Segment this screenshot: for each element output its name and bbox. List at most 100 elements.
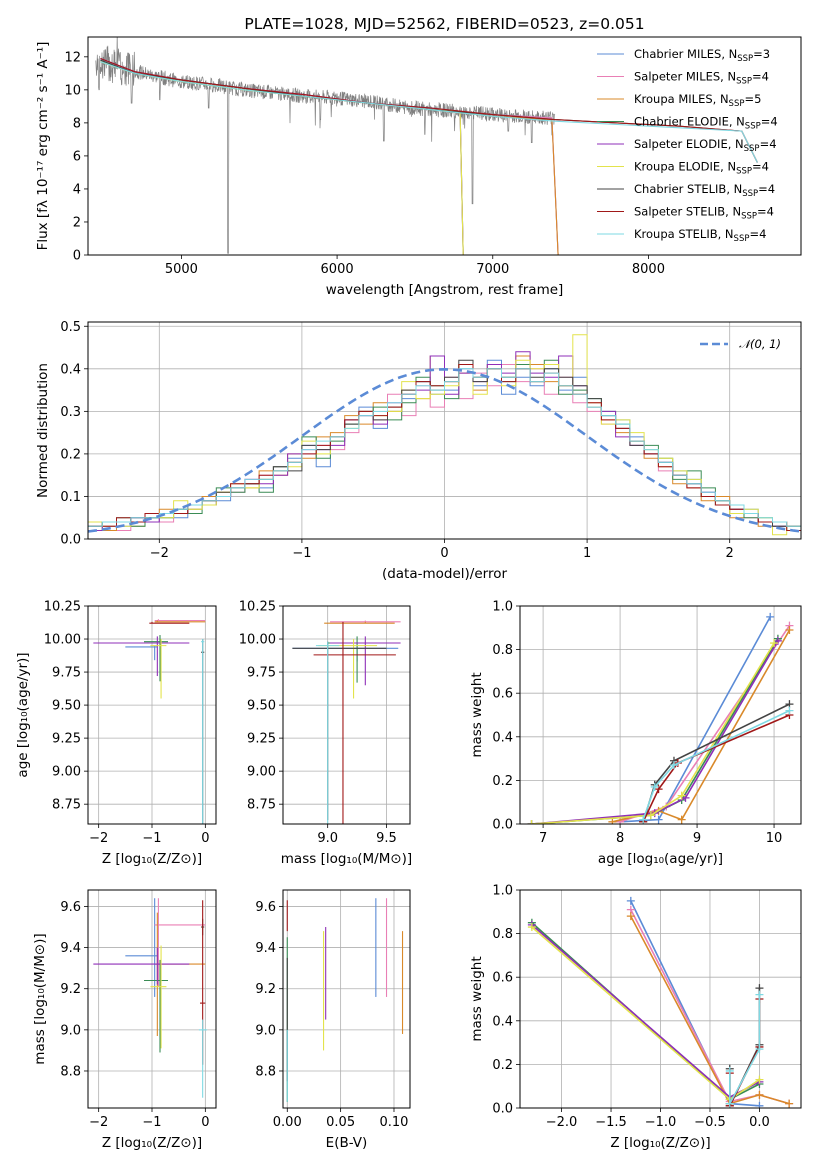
weight-point-marker <box>527 820 536 824</box>
x-axis-label: Z [log₁₀(Z/Z⊙)] <box>610 1135 710 1151</box>
y-axis-label: mass weight <box>469 956 485 1041</box>
plot-area-weight-vs-age <box>527 612 794 824</box>
x-tick-label: −2.0 <box>546 1115 578 1130</box>
weight-point-marker <box>654 815 663 824</box>
weight-point-marker <box>639 815 648 824</box>
x-axis-label: E(B-V) <box>326 1135 368 1151</box>
y-tick-label: 2 <box>73 215 81 230</box>
legend-entry: Kroupa STELIB, NSSP=4 <box>634 227 766 244</box>
y-tick-label: 9.50 <box>52 699 81 714</box>
y-tick-label: 0 <box>73 249 81 264</box>
x-tick-label: 9.5 <box>376 831 397 846</box>
weight-point-marker <box>785 625 794 634</box>
y-tick-label: 0.1 <box>60 490 81 505</box>
legend-subscript: SSP <box>736 167 752 177</box>
legend-entry: Chabrier MILES, NSSP=3 <box>634 47 770 64</box>
x-tick-label: 10 <box>766 831 783 846</box>
weight-point-marker <box>616 817 625 824</box>
legend-subscript: SSP <box>729 99 745 109</box>
x-tick-label: −1 <box>292 546 311 561</box>
weight-point-marker <box>669 761 678 770</box>
legend-subscript: SSP <box>736 77 752 87</box>
model-line-kroupa-stelib <box>100 61 758 163</box>
normal-reference-curve <box>88 367 801 533</box>
y-tick-label: 8.8 <box>60 1064 81 1079</box>
weight-line-chabrier-stelib <box>728 988 761 1107</box>
weight-point-marker <box>725 1099 734 1108</box>
y-tick-label: 9.00 <box>247 765 276 780</box>
y-tick-label: 9.6 <box>60 900 81 915</box>
grid-layer <box>88 322 801 1109</box>
y-axis-label: Flux [fλ 10⁻¹⁷ erg cm⁻² s⁻¹ A⁻¹] <box>35 42 51 251</box>
y-axis-label: Normed distribution <box>35 363 51 498</box>
y-tick-label: 10.25 <box>239 600 276 615</box>
x-tick-label: −2 <box>89 831 108 846</box>
plot-area-weight-vs-Z <box>527 896 794 1108</box>
x-tick-label: 1 <box>583 546 591 561</box>
model-line-salpeter-stelib <box>100 57 758 163</box>
legend-entry: Salpeter STELIB, NSSP=4 <box>634 205 774 222</box>
x-axis-label: wavelength [Angstrom, rest frame] <box>326 282 564 298</box>
x-tick-label: −1.5 <box>595 1115 627 1130</box>
plot-area-age-vs-mass <box>292 620 401 824</box>
y-tick-label: 9.25 <box>52 732 81 747</box>
weight-line-kroupa-elodie <box>531 642 775 824</box>
model-line-salpeter-miles <box>100 57 559 255</box>
legend-entry: Salpeter ELODIE, NSSP=4 <box>634 137 777 154</box>
legend-entry: Kroupa MILES, NSSP=5 <box>634 92 761 109</box>
model-line-kroupa-miles <box>100 61 559 255</box>
x-tick-label: −1 <box>142 831 161 846</box>
legend-count: =4 <box>757 205 774 219</box>
chart-title: PLATE=1028, MJD=52562, FIBERID=0523, z=0… <box>244 15 644 33</box>
y-tick-label: 9.0 <box>60 1023 81 1038</box>
x-axis-label: (data-model)/error <box>382 566 508 582</box>
x-tick-label: 0 <box>201 831 209 846</box>
legend-count: =4 <box>761 115 778 129</box>
y-tick-label: 8 <box>73 116 81 131</box>
plot-area-mass-vs-Z <box>93 898 207 1098</box>
y-tick-label: 9.00 <box>52 765 81 780</box>
y-tick-label: 12 <box>64 50 81 65</box>
y-tick-label: 9.2 <box>60 982 81 997</box>
weight-point-marker <box>608 817 617 824</box>
y-tick-label: 8.75 <box>52 798 81 813</box>
plot-area-age-vs-Z <box>93 619 206 824</box>
x-tick-label: 8000 <box>632 262 665 277</box>
data-layer <box>88 37 801 1108</box>
weight-line-salpeter-elodie <box>531 924 760 1099</box>
y-tick-label: 0.8 <box>492 643 513 658</box>
legend-count: =5 <box>744 92 761 106</box>
weight-line-kroupa-stelib <box>728 994 761 1104</box>
x-tick-label: 9 <box>693 831 701 846</box>
legend-entry: Salpeter MILES, NSSP=4 <box>634 70 769 87</box>
y-tick-label: 9.0 <box>255 1023 276 1038</box>
axes-frame-layer <box>84 36 802 1112</box>
plot-area-mass-vs-EBV <box>286 898 404 1102</box>
weight-point-marker <box>626 912 635 921</box>
y-axis-label: age [log₁₀(age/yr)] <box>15 652 31 777</box>
y-tick-label: 0.0 <box>492 1102 513 1117</box>
weight-line-kroupa-miles <box>630 915 790 1105</box>
x-tick-label: 9.0 <box>317 831 338 846</box>
legend-entry: Chabrier STELIB, NSSP=4 <box>634 182 775 199</box>
x-tick-label: −1 <box>142 1115 161 1130</box>
axes-frame <box>282 605 411 825</box>
y-tick-label: 9.25 <box>247 732 276 747</box>
weight-point-marker <box>785 1099 794 1108</box>
plot-area-residuals <box>88 334 801 536</box>
x-tick-label: 0.05 <box>326 1115 355 1130</box>
histogram-kroupa-elodie <box>88 334 801 536</box>
histogram-kroupa-stelib <box>88 368 801 527</box>
x-tick-label: 0 <box>201 1115 209 1130</box>
weight-line-chabrier-miles <box>620 616 771 823</box>
x-tick-label: 7 <box>539 831 547 846</box>
weight-point-marker <box>785 706 794 715</box>
weight-point-marker <box>770 639 779 648</box>
y-tick-label: 0.8 <box>492 927 513 942</box>
y-tick-label: 0.5 <box>60 320 81 335</box>
legend-subscript: SSP <box>745 122 761 132</box>
plot-area-spectrum <box>95 37 758 255</box>
x-axis-label: age [log₁₀(age/yr)] <box>598 851 723 867</box>
x-tick-label: −2 <box>89 1115 108 1130</box>
